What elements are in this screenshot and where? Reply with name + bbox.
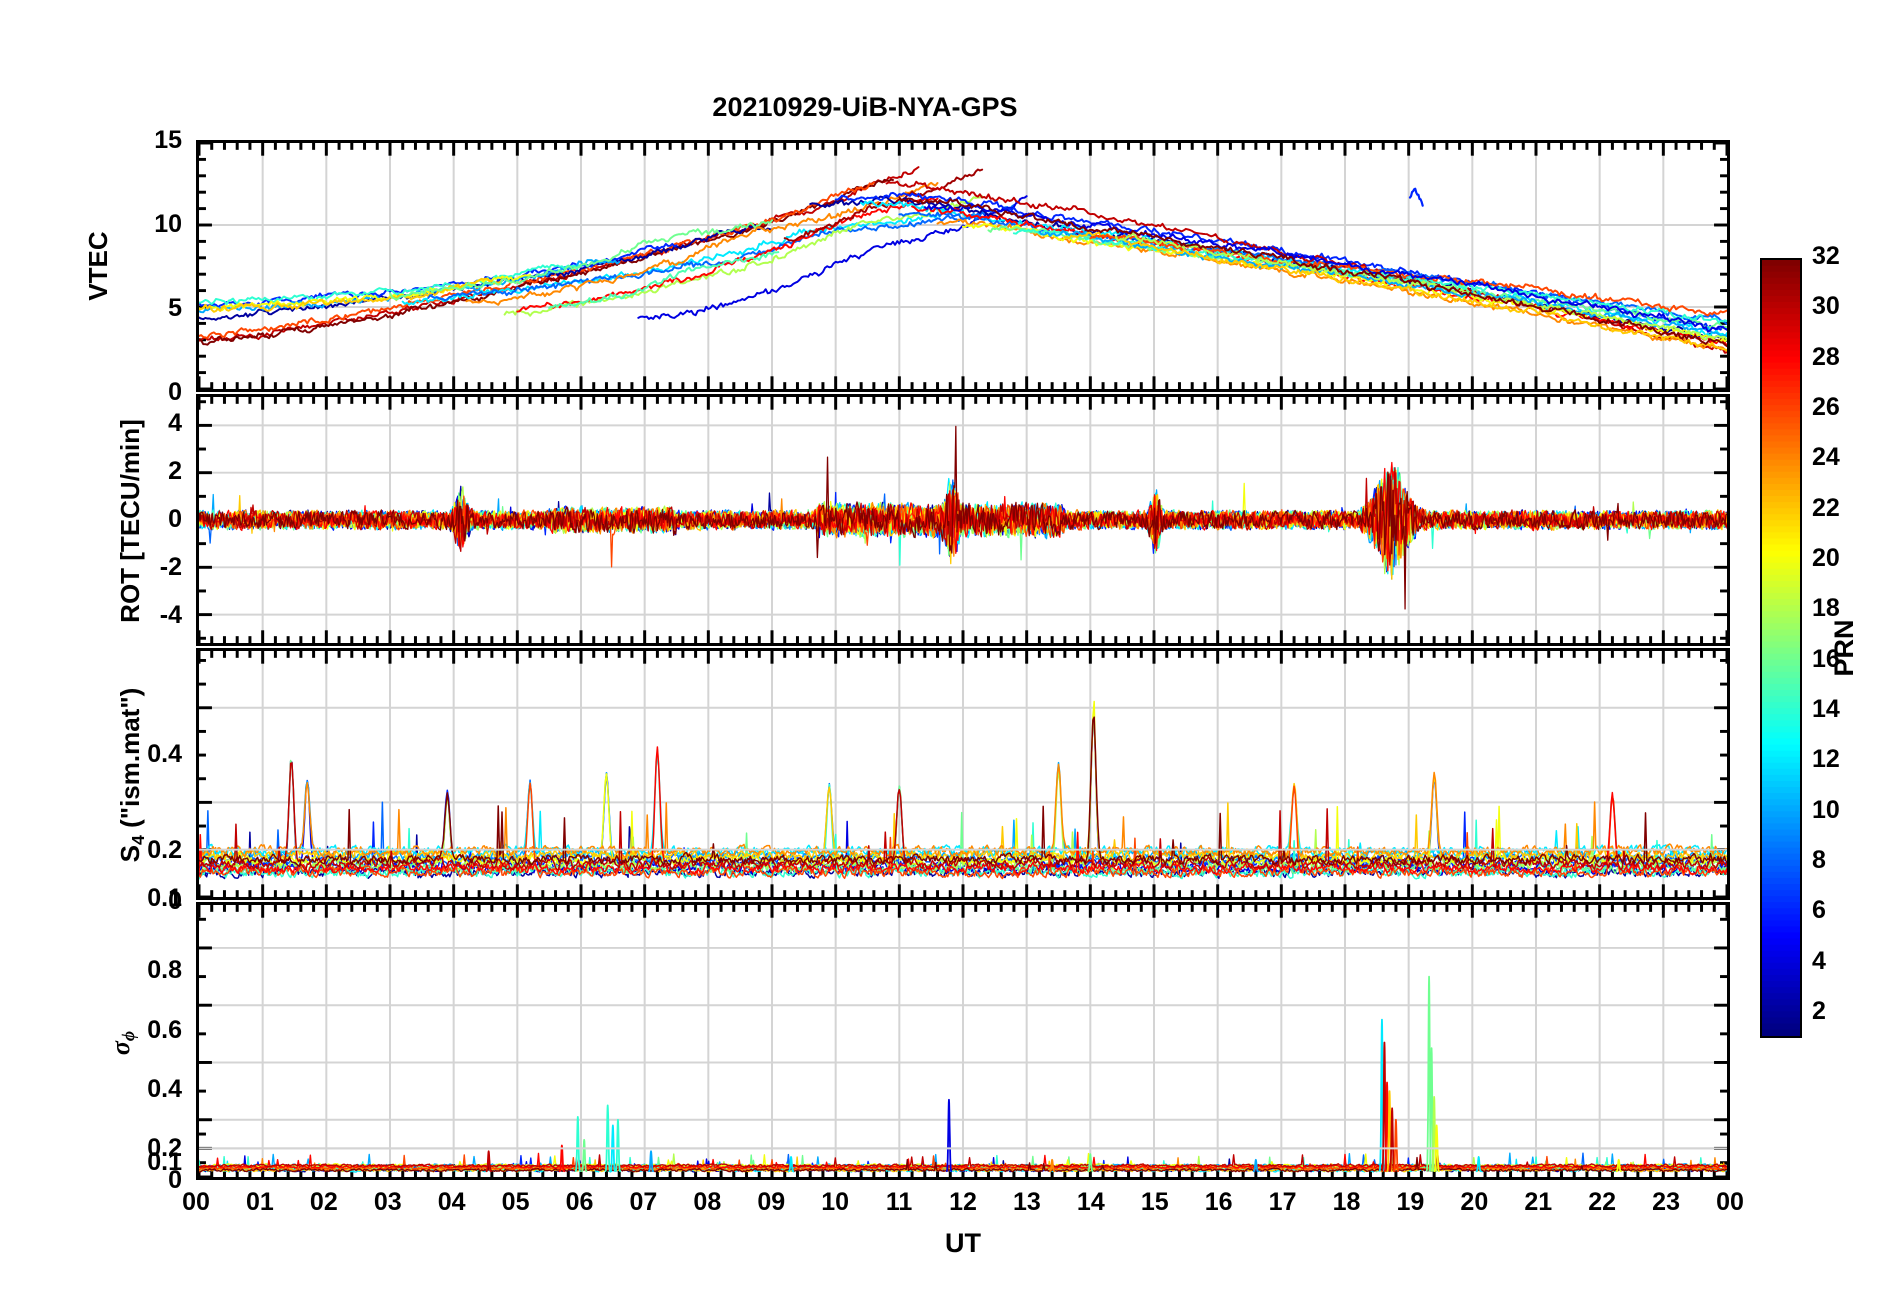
colorbar-tick-30: 30: [1812, 292, 1840, 321]
colorbar-tick-2: 2: [1812, 996, 1826, 1025]
colorbar-tick-4: 4: [1812, 946, 1826, 975]
sigma-ytick-06: 0.6: [147, 1016, 182, 1044]
sigma-ytick-04: 0.4: [147, 1075, 182, 1103]
colorbar-tick-18: 18: [1812, 594, 1840, 623]
colorbar-tick-28: 28: [1812, 342, 1840, 371]
s4-plot-area: [199, 651, 1727, 897]
colorbar-tick-10: 10: [1812, 795, 1840, 824]
colorbar-tick-8: 8: [1812, 845, 1826, 874]
x-axis-label: UT: [945, 1228, 981, 1258]
x-tick-17: 17: [1268, 1188, 1297, 1216]
x-tick-2: 02: [309, 1188, 338, 1216]
x-tick-3: 03: [373, 1188, 402, 1216]
x-tick-11: 11: [885, 1188, 913, 1216]
x-tick-22: 22: [1588, 1188, 1617, 1216]
colorbar-tick-26: 26: [1812, 392, 1840, 421]
x-tick-24: 00: [1716, 1188, 1744, 1216]
sigma-ytick-0: 0: [168, 1166, 182, 1194]
x-tick-23: 23: [1652, 1188, 1680, 1216]
colorbar-tick-32: 32: [1812, 242, 1840, 270]
x-tick-9: 09: [757, 1188, 786, 1216]
x-tick-15: 15: [1140, 1188, 1169, 1216]
x-tick-1: 01: [246, 1188, 274, 1216]
colorbar-tick-20: 20: [1812, 543, 1840, 572]
x-tick-19: 19: [1396, 1188, 1425, 1216]
x-tick-21: 21: [1524, 1188, 1553, 1216]
rot-ytick-m2: -2: [159, 553, 182, 581]
x-tick-12: 12: [949, 1188, 977, 1216]
prn-colorbar[interactable]: [1760, 258, 1802, 1038]
colorbar-tick-22: 22: [1812, 493, 1840, 522]
sigma-ytick-02: 0.2: [147, 1134, 182, 1162]
rot-ytick-4: 4: [168, 409, 182, 437]
rot-ytick-0: 0: [168, 505, 182, 533]
x-tick-20: 20: [1460, 1188, 1489, 1216]
rot-ytick-2: 2: [168, 457, 182, 485]
s4-ytick-02: 0.2: [147, 836, 182, 864]
colorbar-gradient: [1762, 260, 1800, 1036]
vtec-ytick-15: 15: [154, 126, 182, 154]
x-tick-6: 06: [565, 1188, 594, 1216]
panel-vtec: [196, 140, 1730, 392]
colorbar-tick-14: 14: [1812, 694, 1840, 723]
colorbar-tick-6: 6: [1812, 896, 1826, 925]
vtec-ytick-0: 0: [168, 378, 182, 406]
x-tick-7: 07: [629, 1188, 658, 1216]
colorbar-tick-24: 24: [1812, 443, 1840, 472]
rot-plot-area: [199, 397, 1727, 643]
colorbar-label: PRN: [1829, 619, 1859, 677]
page-title: 20210929-UiB-NYA-GPS: [712, 92, 1018, 122]
vtec-ylabel: VTEC: [83, 231, 113, 301]
x-tick-18: 18: [1332, 1188, 1361, 1216]
s4-ytick-01: 0.1: [147, 884, 182, 912]
x-tick-0: 00: [182, 1188, 210, 1216]
x-tick-16: 16: [1204, 1188, 1233, 1216]
panel-sigma-phi: [196, 902, 1730, 1180]
x-tick-5: 05: [501, 1188, 530, 1216]
s4-ytick-0: 0: [168, 887, 182, 915]
panel-s4: [196, 648, 1730, 900]
x-tick-4: 04: [437, 1188, 466, 1216]
colorbar-tick-12: 12: [1812, 745, 1840, 774]
s4-ytick-04: 0.4: [147, 740, 182, 768]
colorbar-tick-16: 16: [1812, 644, 1840, 673]
vtec-plot-area: [199, 143, 1727, 389]
sigma-ytick-01: 0.1: [147, 1148, 182, 1176]
x-tick-14: 14: [1076, 1188, 1105, 1216]
vtec-ytick-10: 10: [154, 210, 182, 238]
vtec-ytick-5: 5: [168, 294, 182, 322]
sigma-phi-plot-area: [199, 905, 1727, 1177]
x-tick-13: 13: [1013, 1188, 1041, 1216]
x-tick-8: 08: [693, 1188, 722, 1216]
sigma-ytick-08: 0.8: [147, 956, 182, 984]
rot-ytick-m4: -4: [159, 601, 182, 629]
panel-rot: [196, 394, 1730, 646]
x-tick-10: 10: [821, 1188, 850, 1216]
